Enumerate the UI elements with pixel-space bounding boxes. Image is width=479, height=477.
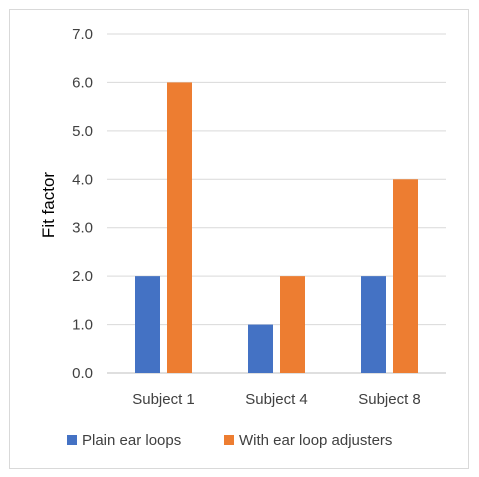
bar-plain-ear-loops-subject-8: [361, 276, 386, 373]
legend-swatch: [224, 435, 234, 445]
bar-with-ear-loop-adjusters-subject-1: [167, 82, 192, 373]
x-tick-label: Subject 4: [245, 391, 308, 408]
y-tick-label: 0.0: [72, 365, 93, 382]
y-tick-label: 4.0: [72, 171, 93, 188]
y-tick-label: 1.0: [72, 317, 93, 334]
y-tick-label: 7.0: [72, 26, 93, 43]
x-tick-label: Subject 1: [132, 391, 195, 408]
legend-swatch: [67, 435, 77, 445]
legend: Plain ear loops With ear loop adjusters: [67, 432, 392, 449]
legend-label: With ear loop adjusters: [239, 432, 392, 449]
chart-frame: [9, 9, 469, 469]
y-tick-label: 2.0: [72, 268, 93, 285]
bar-with-ear-loop-adjusters-subject-8: [393, 179, 418, 373]
y-tick-label: 6.0: [72, 74, 93, 91]
bar-plain-ear-loops-subject-4: [248, 324, 273, 373]
legend-label: Plain ear loops: [82, 432, 181, 449]
bar-plain-ear-loops-subject-1: [135, 276, 160, 373]
y-axis-title: Fit factor: [39, 172, 58, 238]
gridlines: [107, 33, 446, 374]
x-tick-labels: Subject 1 Subject 4 Subject 8: [132, 391, 421, 408]
y-tick-label: 5.0: [72, 123, 93, 140]
y-tick-label: 3.0: [72, 220, 93, 237]
y-tick-labels: 0.0 1.0 2.0 3.0 4.0 5.0 6.0 7.0: [72, 26, 93, 382]
bars: [135, 82, 418, 373]
bar-with-ear-loop-adjusters-subject-4: [280, 276, 305, 373]
x-tick-label: Subject 8: [358, 391, 421, 408]
